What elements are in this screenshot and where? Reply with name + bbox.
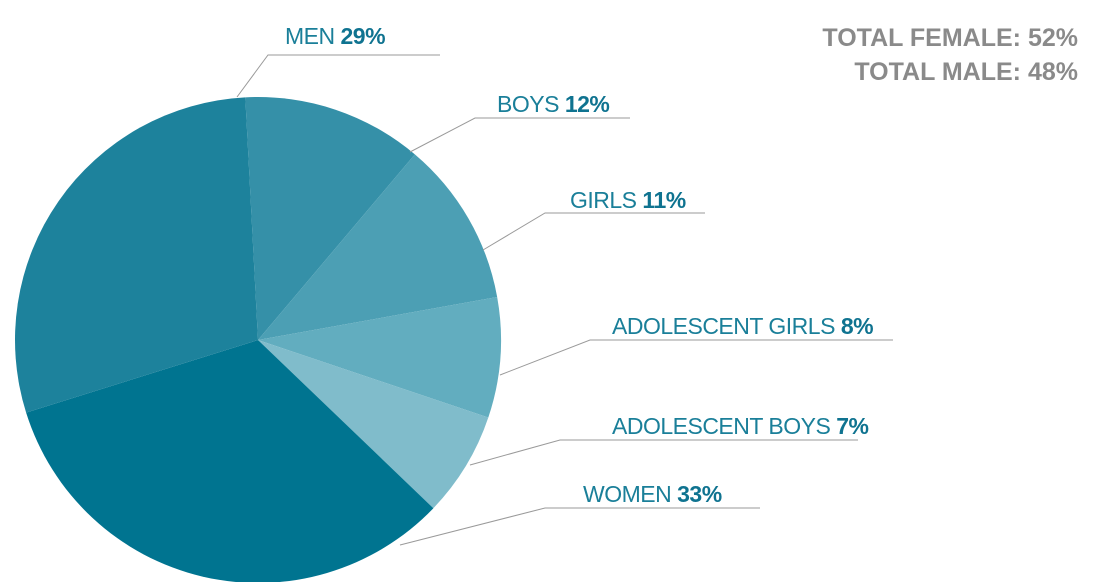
leader-line (469, 439, 858, 466)
slice-category: ADOLESCENT BOYS (612, 413, 830, 439)
slice-label: MEN 29% (285, 23, 385, 49)
pie-slice (15, 97, 259, 413)
slice-value: 12% (565, 91, 610, 117)
slice-category: MEN (285, 23, 335, 49)
pie-slice (245, 97, 415, 341)
slice-value: 7% (836, 413, 868, 439)
slice-label: BOYS 12% (497, 91, 609, 117)
total-male: TOTAL MALE: 48% (854, 58, 1078, 86)
total-female: TOTAL FEMALE: 52% (822, 24, 1078, 52)
slice-value: 33% (677, 481, 722, 507)
slice-category: ADOLESCENT GIRLS (612, 313, 835, 339)
slice-category: WOMEN (583, 481, 671, 507)
pie-slice (258, 296, 502, 418)
leader-line (482, 212, 705, 251)
pie-slice (258, 340, 489, 509)
slice-label: GIRLS 11% (570, 187, 686, 213)
slice-value: 11% (642, 187, 685, 213)
pie-slice (258, 154, 498, 340)
slice-category: BOYS (497, 91, 559, 117)
slice-label: ADOLESCENT GIRLS 8% (612, 313, 873, 339)
slice-value: 29% (341, 23, 386, 49)
slice-category: GIRLS (570, 187, 637, 213)
leader-line (399, 507, 760, 546)
slice-label: WOMEN 33% (583, 481, 722, 507)
slice-label: ADOLESCENT BOYS 7% (612, 413, 868, 439)
pie-slice (26, 340, 434, 582)
slice-value: 8% (841, 313, 873, 339)
leader-line (499, 339, 893, 376)
leader-line (236, 54, 440, 98)
leader-line (409, 117, 630, 153)
